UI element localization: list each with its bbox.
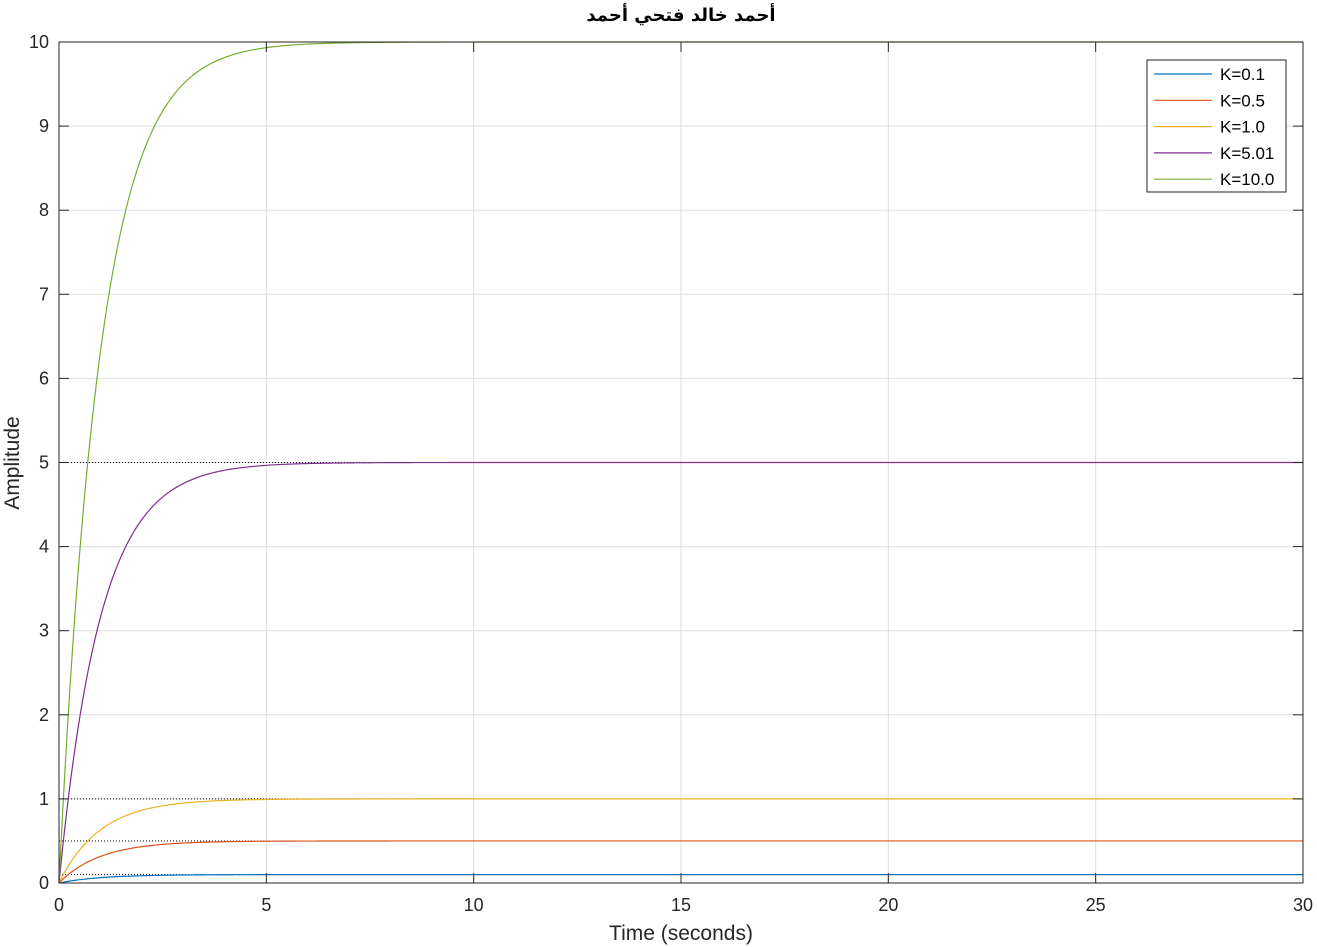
y-tick-label: 2 <box>39 705 49 725</box>
y-tick-label: 6 <box>39 368 49 388</box>
x-axis-label: Time (seconds) <box>609 922 753 945</box>
y-tick-label: 1 <box>39 789 49 809</box>
y-tick-label: 7 <box>39 284 49 304</box>
series-line <box>58 461 1303 884</box>
series-line <box>58 840 1303 884</box>
x-tick-label: 10 <box>464 895 484 915</box>
legend-label: K=5.01 <box>1220 144 1274 163</box>
y-tick-label: 10 <box>29 32 49 52</box>
x-tick-label: 20 <box>878 895 898 915</box>
x-tick-label: 15 <box>671 895 691 915</box>
legend-label: K=0.1 <box>1220 65 1265 84</box>
y-tick-label: 3 <box>39 621 49 641</box>
legend-label: K=0.5 <box>1220 91 1265 110</box>
y-tick-label: 8 <box>39 200 49 220</box>
x-tick-label: 0 <box>54 895 64 915</box>
y-tick-label: 0 <box>39 873 49 893</box>
y-tick-label: 9 <box>39 116 49 136</box>
series-line <box>58 798 1303 884</box>
y-tick-label: 4 <box>39 537 49 557</box>
x-axis-ticks: 0 5 10 15 20 25 30 <box>54 42 1313 915</box>
x-tick-label: 25 <box>1086 895 1106 915</box>
y-axis-ticks: 0 1 2 3 4 5 6 7 8 9 10 <box>29 32 1303 893</box>
x-tick-label: 30 <box>1293 895 1313 915</box>
x-tick-label: 5 <box>261 895 271 915</box>
chart-title: أحمد خالد فتحي أحمد <box>586 3 775 26</box>
legend: K=0.1 K=0.5 K=1.0 K=5.01 K=10.0 <box>1146 59 1287 193</box>
legend-label: K=10.0 <box>1220 170 1274 189</box>
y-axis-label: Amplitude <box>1 416 24 509</box>
legend-label: K=1.0 <box>1220 118 1265 137</box>
y-tick-label: 5 <box>39 453 49 473</box>
